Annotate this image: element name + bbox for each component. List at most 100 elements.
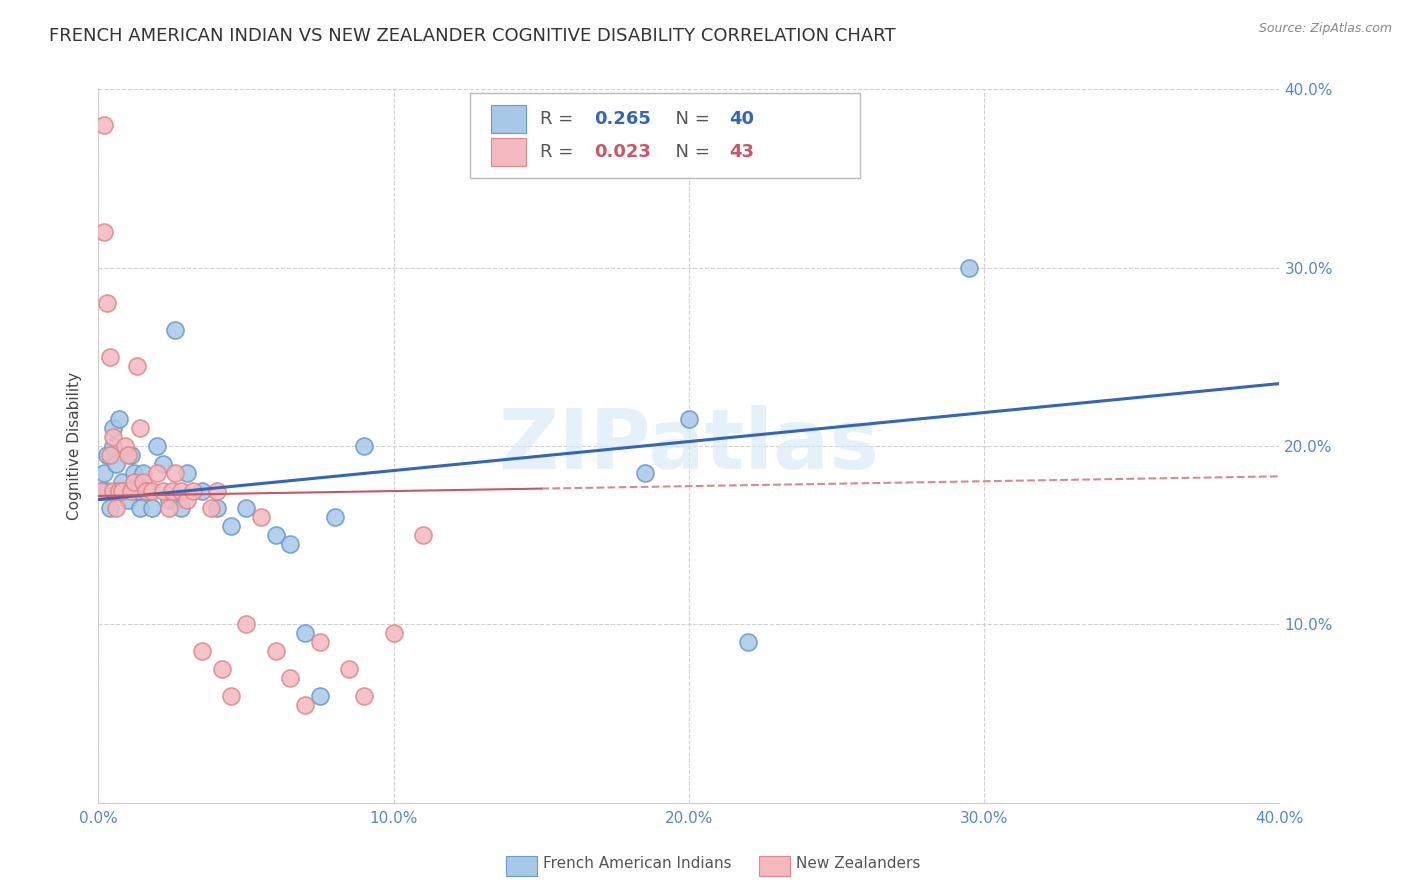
Point (162, 483, 183, 498)
Text: 43: 43 (730, 143, 754, 161)
Point (353, 439, 375, 453)
Point (157, 492, 180, 507)
Point (93, 118, 115, 132)
Point (135, 483, 157, 498)
Point (165, 466, 187, 480)
Point (111, 475, 134, 489)
Point (323, 510, 346, 524)
Point (191, 483, 214, 498)
Point (96, 296, 118, 310)
Point (128, 501, 150, 516)
Point (205, 501, 228, 516)
Point (959, 260, 981, 275)
Point (96, 483, 118, 498)
Point (152, 483, 174, 498)
Point (382, 626, 405, 640)
Point (128, 421, 150, 435)
Point (412, 528, 434, 542)
Point (103, 430, 125, 444)
Point (219, 519, 242, 533)
Point (170, 501, 193, 516)
Text: Source: ZipAtlas.com: Source: ZipAtlas.com (1258, 22, 1392, 36)
Point (170, 483, 193, 498)
Point (111, 483, 134, 498)
Point (219, 689, 242, 703)
Text: FRENCH AMERICAN INDIAN VS NEW ZEALANDER COGNITIVE DISABILITY CORRELATION CHART: FRENCH AMERICAN INDIAN VS NEW ZEALANDER … (49, 27, 896, 45)
Point (117, 448, 139, 462)
Point (120, 448, 142, 462)
Text: 0.023: 0.023 (595, 143, 651, 161)
Text: 40: 40 (730, 111, 754, 128)
Text: 0.265: 0.265 (595, 111, 651, 128)
Point (122, 466, 145, 480)
Point (96, 448, 118, 462)
Point (114, 483, 136, 498)
FancyBboxPatch shape (491, 137, 526, 166)
Point (294, 698, 316, 712)
Point (138, 483, 160, 498)
Point (309, 689, 332, 703)
Point (200, 501, 222, 516)
Point (146, 439, 169, 453)
Point (105, 501, 128, 516)
Point (309, 635, 332, 649)
Point (98, 501, 121, 516)
Point (98, 350, 121, 364)
Point (278, 671, 302, 685)
Point (141, 483, 163, 498)
Point (235, 501, 257, 516)
Point (737, 635, 759, 649)
Text: N =: N = (664, 111, 716, 128)
Point (264, 644, 287, 658)
Point (90, 483, 112, 498)
Point (176, 466, 198, 480)
Point (191, 644, 214, 658)
Point (633, 466, 655, 480)
Point (235, 617, 257, 632)
Point (176, 492, 198, 507)
FancyBboxPatch shape (491, 105, 526, 134)
Point (98, 448, 121, 462)
FancyBboxPatch shape (471, 93, 860, 178)
Point (181, 483, 204, 498)
Point (125, 359, 148, 373)
Point (103, 439, 125, 453)
Text: R =: R = (540, 143, 579, 161)
Text: French American Indians: French American Indians (543, 856, 731, 871)
Point (205, 483, 228, 498)
Point (250, 510, 273, 524)
Point (141, 501, 163, 516)
Point (93, 225, 115, 239)
Point (152, 457, 174, 471)
Point (122, 475, 145, 489)
Point (125, 483, 148, 498)
Point (108, 483, 131, 498)
Point (132, 475, 155, 489)
Point (294, 626, 316, 640)
Point (132, 466, 155, 480)
Point (146, 466, 169, 480)
Point (90, 483, 112, 498)
Text: R =: R = (540, 111, 579, 128)
Point (114, 439, 136, 453)
Point (120, 483, 142, 498)
Point (135, 483, 157, 498)
Point (165, 323, 187, 337)
Text: New Zealanders: New Zealanders (796, 856, 920, 871)
Point (678, 412, 700, 426)
Point (108, 412, 131, 426)
Point (93, 466, 115, 480)
Point (211, 662, 233, 676)
Point (353, 689, 375, 703)
Point (103, 483, 125, 498)
Point (117, 492, 139, 507)
Point (278, 537, 302, 551)
Text: N =: N = (664, 143, 716, 161)
Point (157, 501, 180, 516)
Point (103, 421, 125, 435)
Point (339, 662, 360, 676)
Y-axis label: Cognitive Disability: Cognitive Disability (67, 372, 83, 520)
Point (105, 457, 128, 471)
Text: ZIPatlas: ZIPatlas (499, 406, 879, 486)
Point (264, 528, 287, 542)
